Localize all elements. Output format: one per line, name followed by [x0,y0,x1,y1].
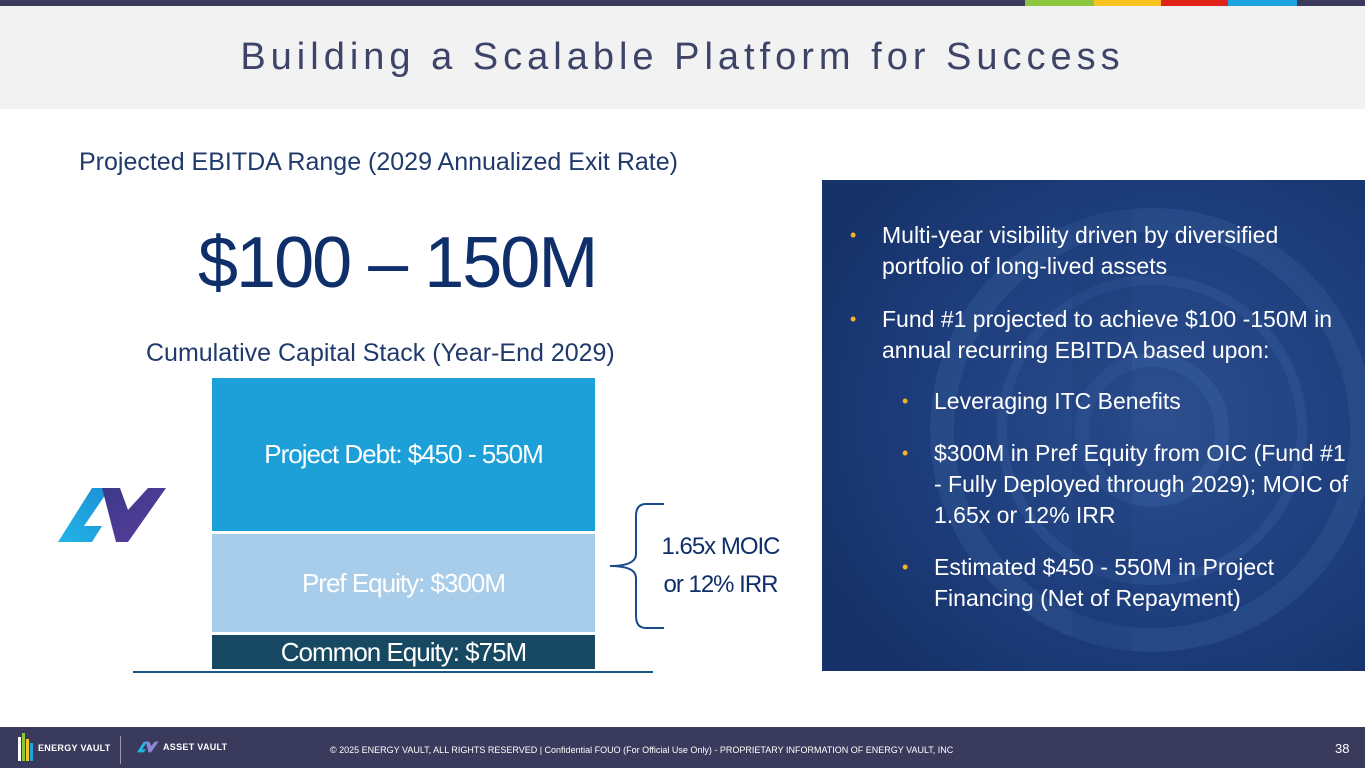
info-panel: • Multi-year visibility driven by divers… [822,180,1365,671]
sub-bullet-pref-equity: • $300M in Pref Equity from OIC (Fund #1… [902,438,1349,531]
footer-divider [120,736,121,764]
slide-title: Building a Scalable Platform for Success [240,36,1125,78]
asset-vault-logo-icon [58,488,166,542]
asset-vault-footer-logo: ASSET VAULT [137,740,227,754]
sub-bullet-pref-equity-text: $300M in Pref Equity from OIC (Fund #1 -… [934,440,1349,528]
bullet-fund-ebitda-text: Fund #1 projected to achieve $100 -150M … [882,306,1333,363]
project-debt-bar: Project Debt: $450 - 550M [212,378,595,531]
asset-vault-brand: ASSET VAULT [163,742,228,752]
sub-bullet-itc: • Leveraging ITC Benefits [902,386,1349,417]
energy-vault-brand: ENERGY VAULT [38,743,111,753]
ebitda-value: $100 – 150M [198,223,598,303]
bullet-marker: • [902,443,909,463]
top-color-bar [0,0,1365,6]
bullet-marker: • [850,309,857,329]
bullet-marker: • [850,225,857,245]
moic-line1: 1.65x MOIC [661,533,780,560]
ebitda-heading: Projected EBITDA Range (2029 Annualized … [79,148,678,176]
accent-strip-green [1025,0,1094,6]
sub-bullet-itc-text: Leveraging ITC Benefits [934,388,1181,414]
energy-vault-logo-icon [18,733,33,761]
page-number: 38 [1335,741,1350,756]
common-equity-label: Common Equity: $75M [280,636,527,667]
accent-strip-blue [1228,0,1297,6]
capital-stack-heading: Cumulative Capital Stack (Year-End 2029) [146,339,615,367]
copyright-notice: © 2025 ENERGY VAULT, ALL RIGHTS RESERVED… [330,745,954,755]
bullet-marker: • [902,391,909,411]
bullet-marker: • [902,557,909,577]
sub-bullet-financing: • Estimated $450 - 550M in Project Finan… [902,552,1349,614]
pref-equity-label: Pref Equity: $300M [301,567,506,598]
project-debt-label: Project Debt: $450 - 550M [264,439,543,469]
stack-baseline [133,671,653,673]
pref-equity-bar: Pref Equity: $300M [212,534,595,632]
common-equity-bar: Common Equity: $75M [212,635,595,669]
accent-strip-yellow [1094,0,1161,6]
sub-bullet-financing-text: Estimated $450 - 550M in Project Financi… [934,554,1275,611]
moic-line2: or 12% IRR [663,571,778,598]
bracket-icon [609,503,664,629]
bullet-visibility-text: Multi-year visibility driven by diversif… [882,222,1279,279]
asset-vault-logo-icon [137,741,159,753]
bullet-fund-ebitda: • Fund #1 projected to achieve $100 -150… [850,304,1352,366]
accent-strip-red [1161,0,1228,6]
energy-vault-logo: ENERGY VAULT [18,733,111,763]
title-band [0,6,1365,109]
moic-label: 1.65x MOIC or 12% IRR [648,528,793,604]
bullet-visibility: • Multi-year visibility driven by divers… [850,220,1332,282]
footer-bar [0,727,1365,768]
vault-door-background [822,180,1365,671]
